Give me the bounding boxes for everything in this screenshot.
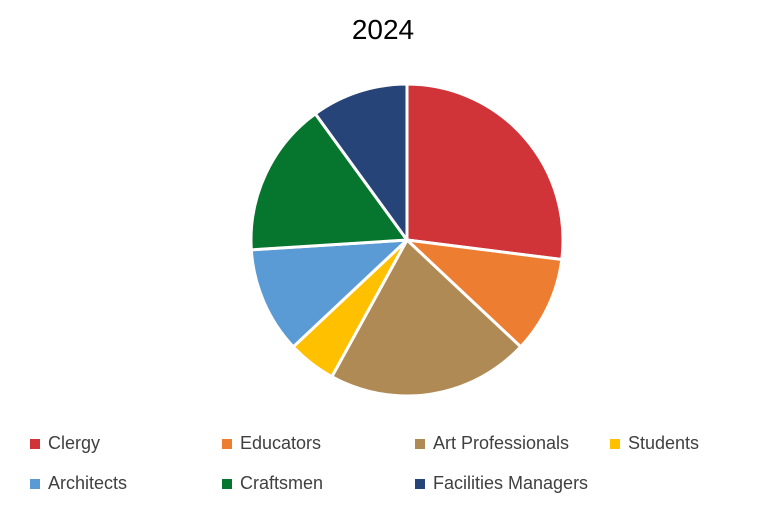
pie-slice-facilities-managers (313, 82, 409, 242)
chart-title: 2024 (351, 14, 415, 45)
pie-slice-craftsmen (249, 112, 409, 252)
pie-slice-clergy (405, 82, 565, 262)
pie-slice-educators (405, 238, 564, 349)
pie-slice-architects (249, 238, 409, 349)
pie-slice-art-professionals (330, 238, 523, 398)
